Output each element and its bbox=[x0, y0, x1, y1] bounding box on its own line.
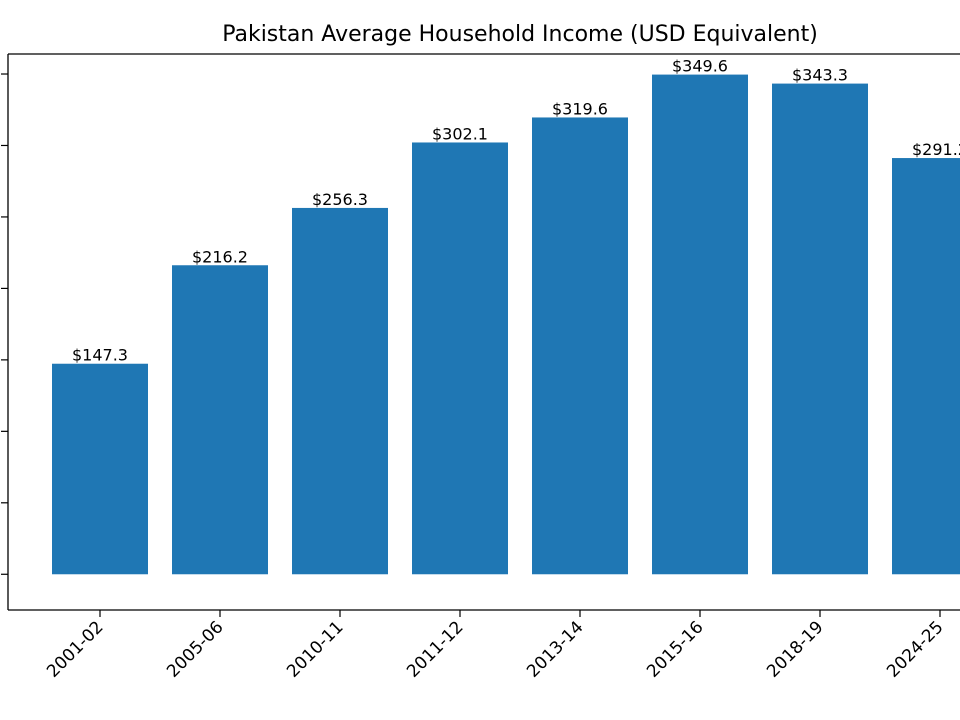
x-tick-label-2013-14: 2013-14 bbox=[523, 617, 587, 681]
x-tick-label-2001-02: 2001-02 bbox=[43, 617, 107, 681]
bar-2005-06 bbox=[172, 265, 268, 575]
bar-value-label-2018-19: $343.3 bbox=[792, 66, 848, 85]
chart-title: Pakistan Average Household Income (USD E… bbox=[222, 22, 818, 47]
bar-value-label-2005-06: $216.2 bbox=[192, 247, 248, 266]
x-tick-label-2005-06: 2005-06 bbox=[163, 617, 227, 681]
bar-value-label-2013-14: $319.6 bbox=[552, 99, 608, 118]
x-tick-label-2015-16: 2015-16 bbox=[643, 617, 707, 681]
bar-2015-16 bbox=[652, 74, 748, 575]
x-tick-label-2018-19: 2018-19 bbox=[763, 617, 827, 681]
bar-2010-11 bbox=[292, 207, 388, 575]
x-tick-label-2024-25: 2024-25 bbox=[883, 617, 947, 681]
bar-2011-12 bbox=[412, 142, 508, 575]
bar-2001-02 bbox=[52, 363, 148, 575]
x-tick-label-2010-11: 2010-11 bbox=[283, 617, 347, 681]
plot-frame bbox=[7, 53, 960, 611]
x-tick-label-2011-12: 2011-12 bbox=[403, 617, 467, 681]
bar-value-label-2024-25: $291.2 bbox=[912, 140, 960, 159]
bar-value-label-2015-16: $349.6 bbox=[672, 57, 728, 76]
bar-2018-19 bbox=[772, 83, 868, 575]
x-axis-tick-labels: 2001-02 2005-06 2010-11 2011-12 2013-14 2015-… bbox=[43, 617, 947, 681]
x-axis-ticks bbox=[99, 610, 941, 617]
y-axis-ticks bbox=[1, 73, 8, 575]
bar-value-label-2001-02: $147.3 bbox=[72, 346, 128, 365]
bar-labels-group: $147.3 $216.2 $256.3 $302.1 $319.6 $349.6 $343… bbox=[72, 57, 960, 365]
bars-group bbox=[52, 74, 960, 575]
bar-2013-14 bbox=[532, 117, 628, 575]
bar-2024-25 bbox=[892, 158, 960, 575]
bar-value-label-2011-12: $302.1 bbox=[432, 124, 488, 143]
bar-value-label-2010-11: $256.3 bbox=[312, 190, 368, 209]
